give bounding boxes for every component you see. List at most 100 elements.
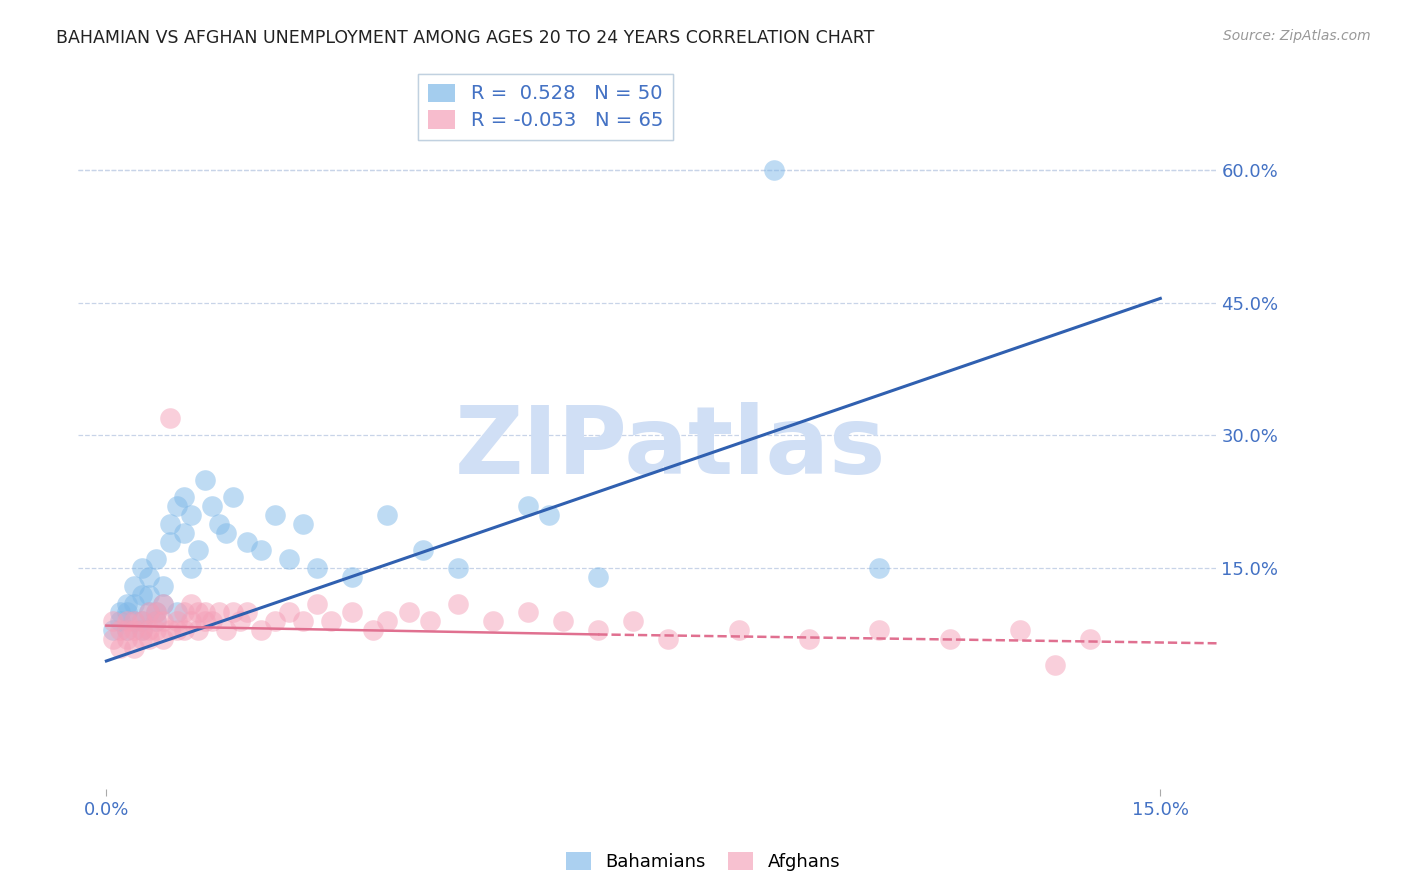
Point bbox=[201, 500, 224, 514]
Point bbox=[222, 605, 245, 619]
Point bbox=[363, 623, 385, 637]
Point bbox=[398, 605, 420, 619]
Point bbox=[152, 597, 174, 611]
Point bbox=[173, 491, 195, 505]
Point bbox=[762, 163, 785, 178]
Point bbox=[124, 640, 146, 655]
Point bbox=[187, 605, 209, 619]
Point bbox=[166, 605, 188, 619]
Point bbox=[307, 597, 329, 611]
Point bbox=[131, 632, 153, 646]
Point bbox=[117, 614, 139, 628]
Point bbox=[292, 516, 315, 531]
Point bbox=[159, 516, 181, 531]
Point bbox=[117, 605, 139, 619]
Point bbox=[110, 623, 132, 637]
Point bbox=[278, 605, 301, 619]
Point bbox=[131, 614, 153, 628]
Point bbox=[117, 623, 139, 637]
Point bbox=[307, 561, 329, 575]
Point bbox=[727, 623, 749, 637]
Point bbox=[173, 525, 195, 540]
Point bbox=[292, 614, 315, 628]
Point bbox=[110, 605, 132, 619]
Point bbox=[797, 632, 820, 646]
Point bbox=[131, 623, 153, 637]
Point bbox=[621, 614, 644, 628]
Text: Source: ZipAtlas.com: Source: ZipAtlas.com bbox=[1223, 29, 1371, 43]
Point bbox=[551, 614, 574, 628]
Point bbox=[138, 605, 160, 619]
Point bbox=[377, 614, 399, 628]
Point bbox=[152, 614, 174, 628]
Point bbox=[1043, 658, 1066, 673]
Point bbox=[321, 614, 343, 628]
Point bbox=[138, 605, 160, 619]
Point bbox=[236, 605, 259, 619]
Point bbox=[131, 588, 153, 602]
Point bbox=[124, 614, 146, 628]
Point bbox=[938, 632, 960, 646]
Point bbox=[145, 552, 167, 566]
Point bbox=[103, 632, 125, 646]
Point bbox=[215, 623, 238, 637]
Point bbox=[110, 640, 132, 655]
Text: ZIPatlas: ZIPatlas bbox=[454, 402, 886, 494]
Point bbox=[152, 579, 174, 593]
Point bbox=[159, 623, 181, 637]
Legend: Bahamians, Afghans: Bahamians, Afghans bbox=[558, 846, 848, 879]
Point bbox=[194, 605, 217, 619]
Point bbox=[138, 570, 160, 584]
Point bbox=[537, 508, 560, 522]
Point bbox=[117, 597, 139, 611]
Point bbox=[138, 588, 160, 602]
Point bbox=[187, 623, 209, 637]
Point bbox=[173, 605, 195, 619]
Point bbox=[447, 561, 470, 575]
Point bbox=[1008, 623, 1031, 637]
Point bbox=[124, 623, 146, 637]
Point bbox=[124, 597, 146, 611]
Point bbox=[166, 500, 188, 514]
Point bbox=[117, 623, 139, 637]
Point bbox=[124, 614, 146, 628]
Point bbox=[152, 632, 174, 646]
Point bbox=[145, 623, 167, 637]
Point bbox=[103, 623, 125, 637]
Point bbox=[215, 525, 238, 540]
Text: BAHAMIAN VS AFGHAN UNEMPLOYMENT AMONG AGES 20 TO 24 YEARS CORRELATION CHART: BAHAMIAN VS AFGHAN UNEMPLOYMENT AMONG AG… bbox=[56, 29, 875, 46]
Point bbox=[236, 534, 259, 549]
Point bbox=[145, 614, 167, 628]
Point bbox=[166, 623, 188, 637]
Point bbox=[180, 597, 202, 611]
Point bbox=[138, 623, 160, 637]
Point bbox=[517, 605, 540, 619]
Point bbox=[342, 570, 364, 584]
Point bbox=[586, 623, 609, 637]
Point bbox=[278, 552, 301, 566]
Point bbox=[377, 508, 399, 522]
Point bbox=[264, 614, 287, 628]
Point bbox=[250, 543, 273, 558]
Point bbox=[208, 605, 231, 619]
Point bbox=[447, 597, 470, 611]
Point bbox=[229, 614, 252, 628]
Point bbox=[166, 614, 188, 628]
Point bbox=[208, 516, 231, 531]
Point bbox=[152, 597, 174, 611]
Point bbox=[412, 543, 434, 558]
Point bbox=[180, 561, 202, 575]
Point bbox=[131, 614, 153, 628]
Point bbox=[222, 491, 245, 505]
Point bbox=[180, 614, 202, 628]
Point bbox=[131, 623, 153, 637]
Point bbox=[419, 614, 441, 628]
Point bbox=[159, 410, 181, 425]
Point bbox=[586, 570, 609, 584]
Point bbox=[173, 623, 195, 637]
Point bbox=[868, 623, 890, 637]
Point bbox=[342, 605, 364, 619]
Point bbox=[159, 534, 181, 549]
Point bbox=[868, 561, 890, 575]
Point bbox=[180, 508, 202, 522]
